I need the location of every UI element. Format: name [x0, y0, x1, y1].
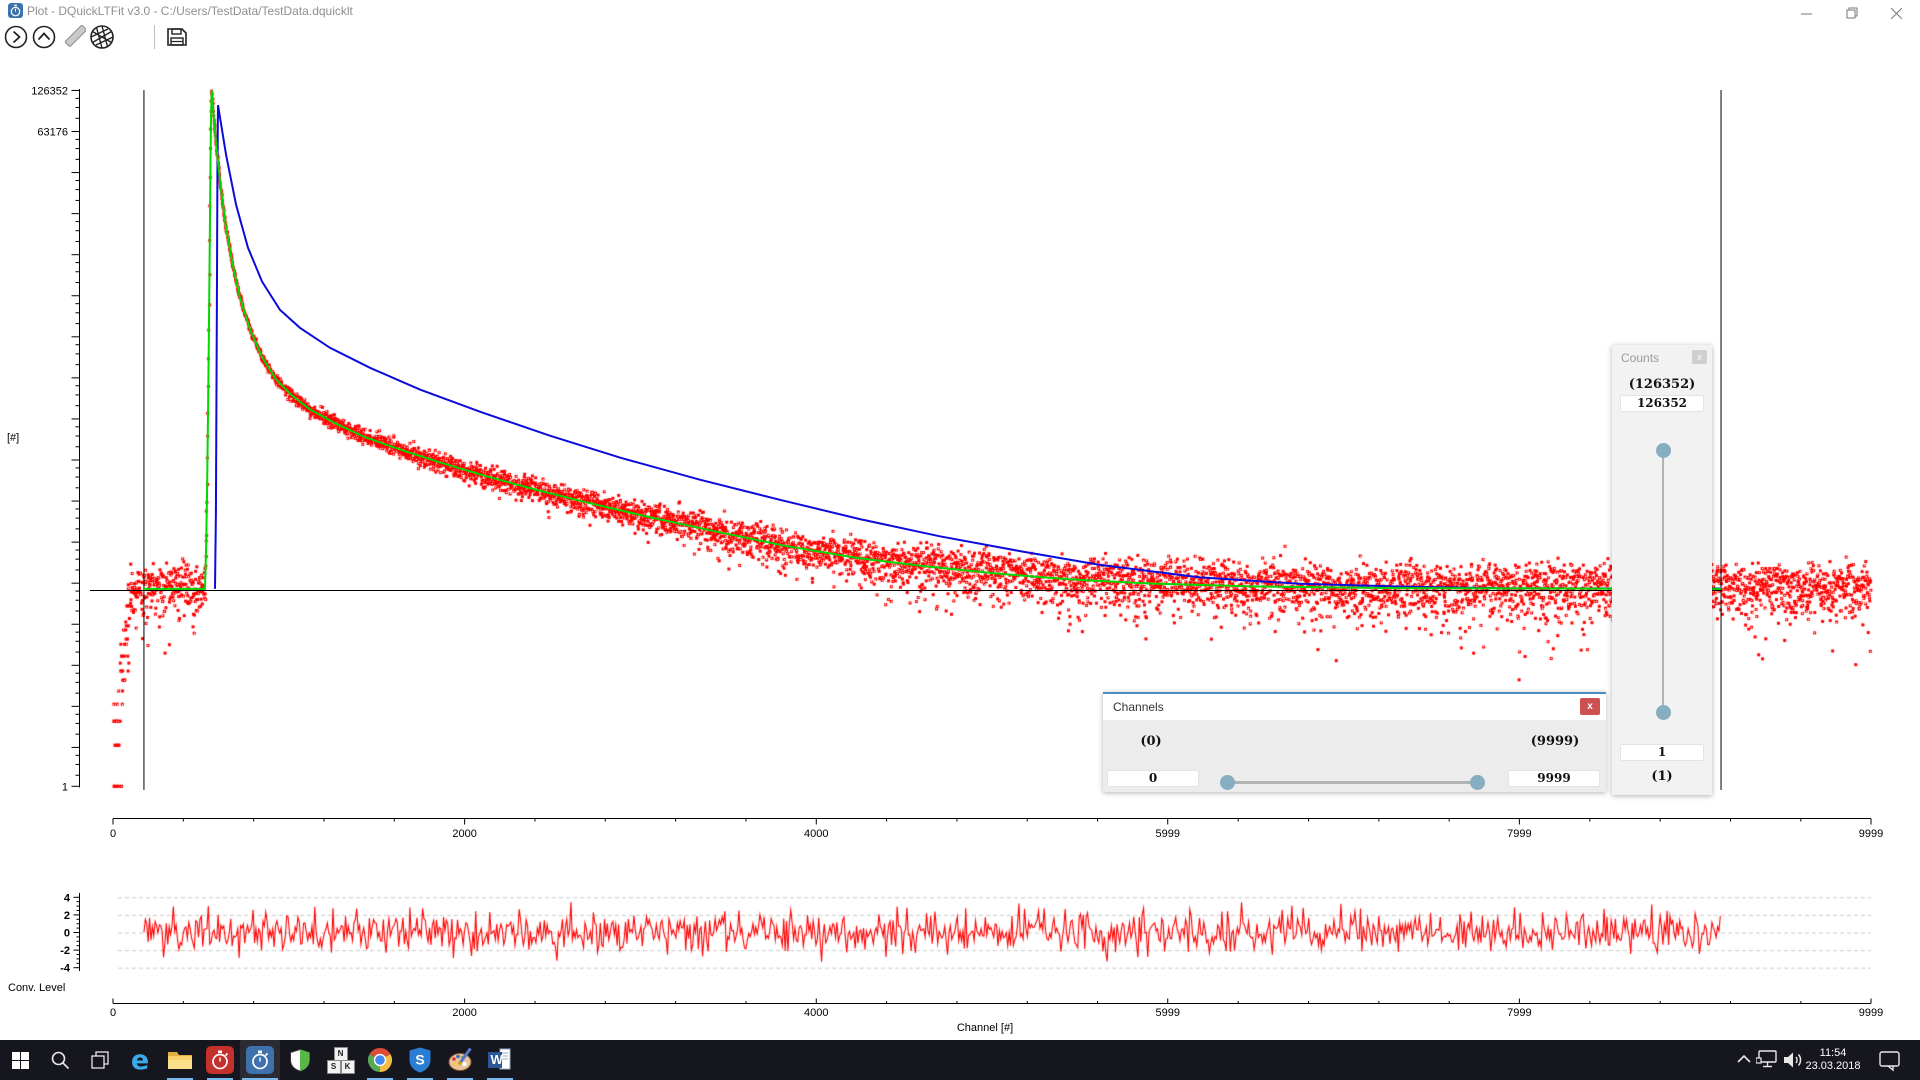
keyboard-layout-button[interactable]: N S K: [320, 1040, 360, 1080]
counts-max-input[interactable]: 126352: [1620, 395, 1704, 412]
counts-slider-lower-handle[interactable]: [1656, 705, 1671, 720]
channels-min-input[interactable]: 0: [1107, 770, 1199, 787]
s-shield-button[interactable]: S: [400, 1040, 440, 1080]
desktop: { "window": { "title": "Plot - DQuickLTF…: [0, 0, 1920, 1080]
channels-panel-body: (0) (9999) 0 9999: [1103, 720, 1606, 792]
counts-min-hint: (1): [1612, 769, 1712, 784]
search-button[interactable]: [40, 1040, 80, 1080]
channels-max-input[interactable]: 9999: [1508, 770, 1600, 787]
counts-max-hint: (126352): [1612, 377, 1712, 392]
task-view-button[interactable]: [80, 1040, 120, 1080]
channels-close-button[interactable]: x: [1580, 698, 1600, 715]
action-center-icon[interactable]: [1878, 1050, 1902, 1072]
tray-time: 11:54: [1800, 1047, 1866, 1060]
counts-slider-upper-handle[interactable]: [1656, 443, 1671, 458]
shield-icon: [288, 1048, 312, 1072]
stopwatch-icon: [246, 1046, 274, 1074]
folder-icon: [167, 1049, 193, 1071]
keys-icon: N S K: [327, 1047, 354, 1074]
word-icon: W: [487, 1047, 513, 1073]
word-button[interactable]: W: [480, 1040, 520, 1080]
channels-slider-right-handle[interactable]: [1470, 775, 1485, 790]
channels-slider-left-handle[interactable]: [1220, 775, 1235, 790]
channels-left-hint: (0): [1121, 734, 1181, 749]
windows-logo-icon: [12, 1052, 29, 1069]
network-icon[interactable]: [1756, 1050, 1780, 1070]
file-explorer-button[interactable]: [160, 1040, 200, 1080]
paint-button[interactable]: [440, 1040, 480, 1080]
taskbar: e N S K S: [0, 1040, 1920, 1080]
counts-panel-title: Counts: [1621, 351, 1659, 365]
start-button[interactable]: [0, 1040, 40, 1080]
tray-date: 23.03.2018: [1800, 1060, 1866, 1073]
chevron-up-icon[interactable]: [1736, 1053, 1752, 1065]
channels-slider-track[interactable]: [1227, 781, 1477, 784]
paint-palette-icon: [447, 1047, 474, 1074]
clock[interactable]: 11:54 23.03.2018: [1800, 1047, 1866, 1073]
search-icon: [50, 1050, 70, 1070]
channels-panel-title: Channels: [1113, 700, 1164, 714]
counts-min-input[interactable]: 1: [1620, 744, 1704, 761]
channels-panel-header: Channels x: [1103, 694, 1606, 720]
channels-panel: Channels x (0) (9999) 0 9999: [1103, 692, 1606, 792]
edge-icon: e: [131, 1047, 149, 1074]
counts-close-button[interactable]: x: [1692, 350, 1707, 364]
channels-right-hint: (9999): [1515, 734, 1595, 749]
svg-text:S: S: [415, 1052, 424, 1068]
task-view-icon: [90, 1050, 110, 1070]
stopwatch-icon: [206, 1046, 234, 1074]
counts-slider-track[interactable]: [1662, 455, 1664, 710]
defender-button[interactable]: [280, 1040, 320, 1080]
chrome-button[interactable]: [360, 1040, 400, 1080]
counts-panel: Counts x (126352) 126352 1 (1): [1612, 345, 1712, 795]
dquickltfit-blue-button[interactable]: [240, 1040, 280, 1080]
dquickltfit-red-button[interactable]: [200, 1040, 240, 1080]
chrome-icon: [367, 1047, 393, 1073]
s-shield-icon: S: [408, 1047, 432, 1073]
edge-button[interactable]: e: [120, 1040, 160, 1080]
